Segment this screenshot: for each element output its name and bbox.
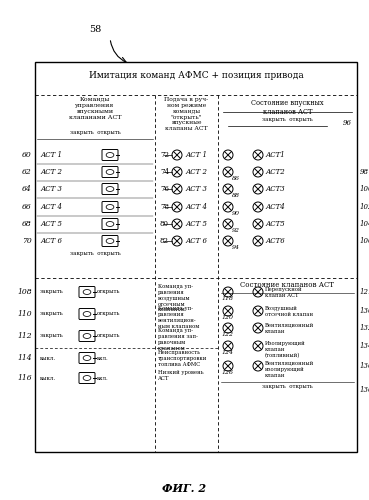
Text: 126: 126 <box>222 370 234 375</box>
Text: закрыть  открыть: закрыть открыть <box>262 384 313 389</box>
Text: 114: 114 <box>17 354 32 362</box>
Text: Низкий уровень
АСТ: Низкий уровень АСТ <box>158 370 204 381</box>
Text: 110: 110 <box>17 310 32 318</box>
Text: АСТ 1: АСТ 1 <box>185 151 207 159</box>
Text: Перепускной
клапан АСТ: Перепускной клапан АСТ <box>265 287 303 298</box>
Text: ФИГ. 2: ФИГ. 2 <box>162 482 207 494</box>
Text: 92: 92 <box>232 228 240 233</box>
Text: Команда уп-
равления
вентиляцион-
ным клапаном: Команда уп- равления вентиляцион- ным кл… <box>158 306 199 328</box>
Text: АСТ 3: АСТ 3 <box>40 185 62 193</box>
Text: вкл.: вкл. <box>97 376 109 380</box>
Text: 98: 98 <box>360 168 369 176</box>
Text: АСТ6: АСТ6 <box>265 237 285 245</box>
Text: Неисправность
транспортировки
топлива АФМС: Неисправность транспортировки топлива АФ… <box>158 350 207 366</box>
Text: АСТ 5: АСТ 5 <box>40 220 62 228</box>
Text: Команда уп-
равления
воздушным
отсечным
клапаном: Команда уп- равления воздушным отсечным … <box>158 284 193 312</box>
Text: 102: 102 <box>360 203 369 211</box>
Bar <box>35 62 357 452</box>
Text: 120: 120 <box>222 315 234 320</box>
Text: 124: 124 <box>222 350 234 355</box>
Text: 66: 66 <box>22 203 32 211</box>
Text: 108: 108 <box>17 288 32 296</box>
Text: 106: 106 <box>360 237 369 245</box>
Text: выкл.: выкл. <box>40 356 56 360</box>
Text: выкл.: выкл. <box>40 376 56 380</box>
Text: открыть: открыть <box>97 312 121 316</box>
Text: АСТ 4: АСТ 4 <box>40 203 62 211</box>
Text: 76: 76 <box>160 185 169 193</box>
Text: 136: 136 <box>360 386 369 394</box>
Text: Имитация команд АФМС + позиция привода: Имитация команд АФМС + позиция привода <box>89 71 303 80</box>
Text: 88: 88 <box>232 193 240 198</box>
Text: Состояние впускных
клапанов АСТ: Состояние впускных клапанов АСТ <box>251 99 324 116</box>
Text: 130: 130 <box>360 307 369 315</box>
Text: АСТ 4: АСТ 4 <box>185 203 207 211</box>
Text: 118: 118 <box>222 296 234 301</box>
Text: открыть: открыть <box>97 290 121 294</box>
Text: 121: 121 <box>360 288 369 296</box>
Text: 70: 70 <box>22 237 32 245</box>
Text: 122: 122 <box>222 332 234 337</box>
Text: открыть: открыть <box>97 334 121 338</box>
Text: 72: 72 <box>160 151 169 159</box>
Text: 74: 74 <box>160 168 169 176</box>
Text: Состояние клапанов АСТ: Состояние клапанов АСТ <box>241 281 335 289</box>
Text: Вентиляционный
изолирующий
клапан: Вентиляционный изолирующий клапан <box>265 361 314 378</box>
Text: Команды
управления
впускными
клапанами АСТ: Команды управления впускными клапанами А… <box>69 97 121 120</box>
Text: 58: 58 <box>89 26 101 35</box>
Text: АСТ 6: АСТ 6 <box>185 237 207 245</box>
Text: вкл.: вкл. <box>97 356 109 360</box>
Text: 62: 62 <box>22 168 32 176</box>
Text: закрыть  открыть: закрыть открыть <box>262 117 313 122</box>
Text: Команда уп-
равления зап-
равочным
клапаном: Команда уп- равления зап- равочным клапа… <box>158 328 198 350</box>
Text: АСТ 2: АСТ 2 <box>185 168 207 176</box>
Text: 60: 60 <box>22 151 32 159</box>
Text: закрыть: закрыть <box>40 312 64 316</box>
Text: 82: 82 <box>160 237 169 245</box>
Text: 134: 134 <box>360 342 369 350</box>
Text: 96: 96 <box>343 119 352 127</box>
Text: АСТ 6: АСТ 6 <box>40 237 62 245</box>
Text: 68: 68 <box>22 220 32 228</box>
Text: АСТ2: АСТ2 <box>265 168 285 176</box>
Text: АСТ1: АСТ1 <box>265 151 285 159</box>
Text: Воздушный
отсечной клапан: Воздушный отсечной клапан <box>265 306 313 317</box>
Text: 90: 90 <box>232 211 240 216</box>
Text: 132: 132 <box>360 324 369 332</box>
Text: АСТ 5: АСТ 5 <box>185 220 207 228</box>
Text: 104: 104 <box>360 220 369 228</box>
Text: 100: 100 <box>360 185 369 193</box>
Text: 116: 116 <box>17 374 32 382</box>
Text: 80: 80 <box>160 220 169 228</box>
Text: АСТ 2: АСТ 2 <box>40 168 62 176</box>
Text: 112: 112 <box>17 332 32 340</box>
Text: АСТ4: АСТ4 <box>265 203 285 211</box>
Text: 94: 94 <box>232 245 240 250</box>
Text: закрыть: закрыть <box>40 290 64 294</box>
Text: 86: 86 <box>232 176 240 181</box>
Text: 78: 78 <box>160 203 169 211</box>
Text: Подача в руч-
ном режиме
команды
"открыть"
впускные
клапаны АСТ: Подача в руч- ном режиме команды "открыт… <box>165 97 208 131</box>
Text: Изолирующий
клапан
(топливный): Изолирующий клапан (топливный) <box>265 341 306 358</box>
Text: закрыть  открыть: закрыть открыть <box>70 251 120 256</box>
Text: 136: 136 <box>360 362 369 370</box>
Text: 64: 64 <box>22 185 32 193</box>
Text: закрыть  открыть: закрыть открыть <box>70 130 120 135</box>
Text: АСТ 3: АСТ 3 <box>185 185 207 193</box>
Text: АСТ 1: АСТ 1 <box>40 151 62 159</box>
Text: Вентиляционный
клапан: Вентиляционный клапан <box>265 323 314 334</box>
Text: закрыть: закрыть <box>40 334 64 338</box>
Text: АСТ5: АСТ5 <box>265 220 285 228</box>
Text: АСТ3: АСТ3 <box>265 185 285 193</box>
